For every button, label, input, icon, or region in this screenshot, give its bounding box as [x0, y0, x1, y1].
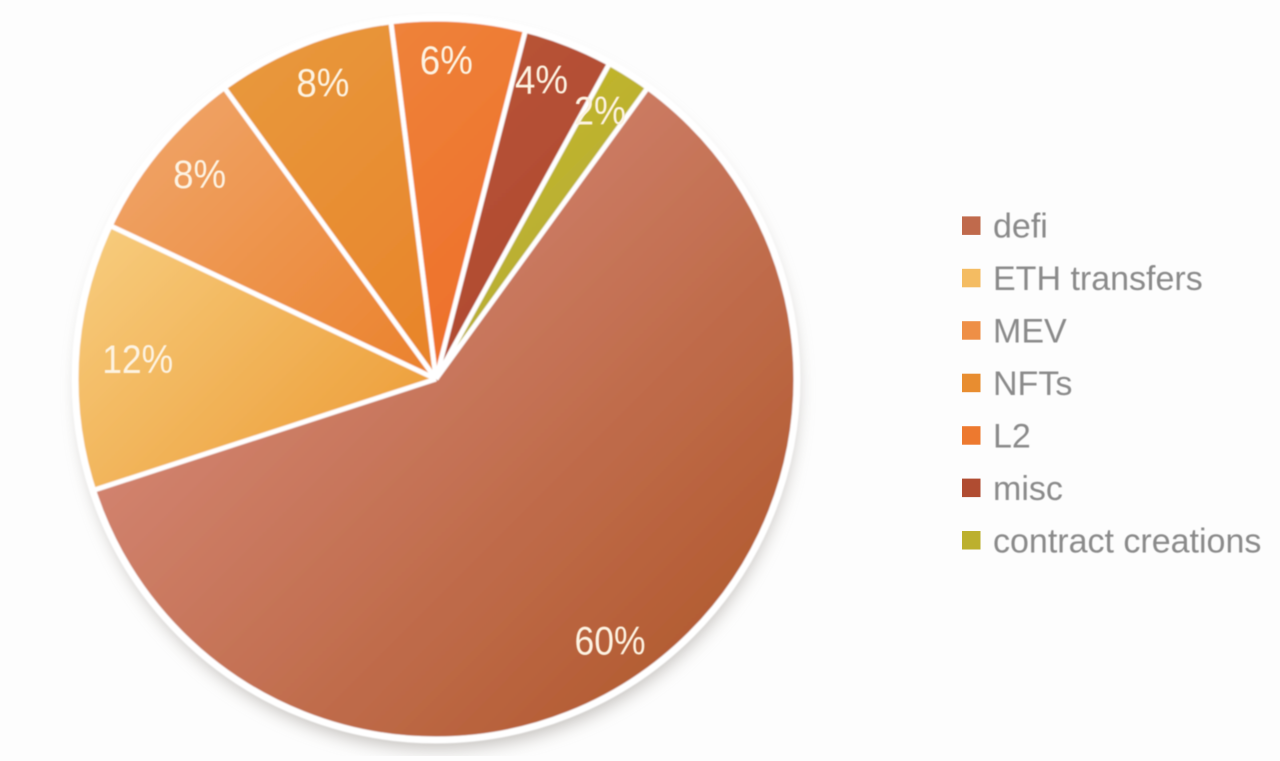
svg-text:8%: 8%	[296, 62, 349, 106]
svg-text:4%: 4%	[515, 59, 568, 103]
svg-text:contract creations: contract creations	[993, 522, 1261, 560]
svg-text:60%: 60%	[575, 620, 646, 664]
svg-text:12%: 12%	[102, 338, 173, 382]
svg-text:defi: defi	[993, 208, 1048, 246]
svg-text:6%: 6%	[420, 39, 473, 83]
svg-text:misc: misc	[993, 470, 1063, 508]
svg-text:ETH transfers: ETH transfers	[993, 260, 1203, 298]
svg-text:MEV: MEV	[993, 313, 1067, 351]
svg-text:NFTs: NFTs	[993, 365, 1072, 403]
svg-text:2%: 2%	[574, 90, 626, 134]
svg-text:L2: L2	[993, 417, 1031, 455]
svg-text:8%: 8%	[173, 153, 226, 197]
